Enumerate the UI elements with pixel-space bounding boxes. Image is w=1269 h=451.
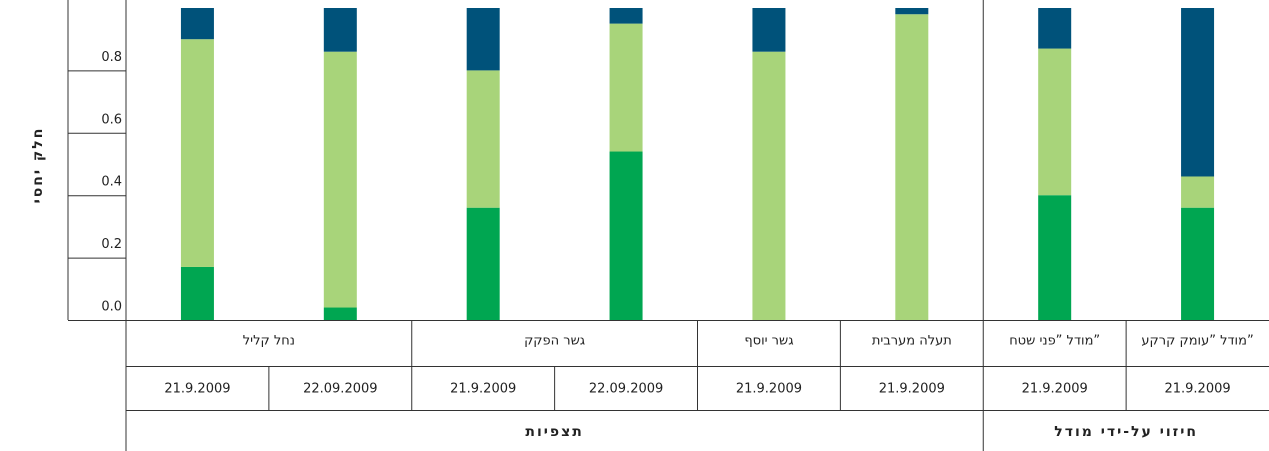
site-label: גשר הפקק [524,334,585,349]
y-axis-title: חלק יחסי [30,127,46,204]
bar-segment [752,8,786,52]
y-tick-label: 0.4 [101,175,122,190]
y-tick-label: 0.6 [101,112,122,127]
bar-segment [466,8,500,71]
date-label: 21.9.2009 [164,382,230,397]
date-label: 21.9.2009 [736,382,802,397]
site-label: מודל ”פני שטח” [1009,334,1100,349]
site-label: תעלה מערבית [872,334,952,349]
bar-segment [466,207,500,320]
y-tick-label: 0.0 [101,300,122,315]
bar-segment [1181,207,1215,320]
bar-segment [180,266,214,320]
y-tick-label: 0.8 [101,50,122,65]
bar-segment [323,307,357,320]
bar-segment [1181,176,1215,208]
bar-segment [180,8,214,40]
site-label: מודל ”עומק קרקע” [1141,334,1253,349]
date-label: 21.9.2009 [1022,382,1088,397]
site-label: נחל קליל [243,334,295,349]
site-label: גשר יוסף [744,334,793,349]
date-label: 21.9.2009 [450,382,516,397]
date-label: 21.9.2009 [1164,382,1230,397]
date-label: 22.09.2009 [589,382,663,397]
bar-segment [1038,8,1072,49]
section-label: חיזוי על-ידי מודל [1054,424,1198,440]
bar-segment [895,8,929,15]
bar-segment [609,23,643,152]
date-label: 22.09.2009 [303,382,377,397]
bar-segment [752,51,786,321]
date-label: 21.9.2009 [879,382,945,397]
bar-segment [609,8,643,24]
bar-segment [466,70,500,208]
bar-segment [180,39,214,267]
y-tick-label: 0.2 [101,237,122,252]
bar-segment [323,51,357,308]
bar-segment [1038,48,1072,196]
section-label: תצפיות [525,424,583,440]
bar-segment [895,14,929,321]
bar-segment [1038,195,1072,320]
bar-segment [609,151,643,320]
bar-segment [1181,8,1215,177]
bar-segment [323,8,357,52]
